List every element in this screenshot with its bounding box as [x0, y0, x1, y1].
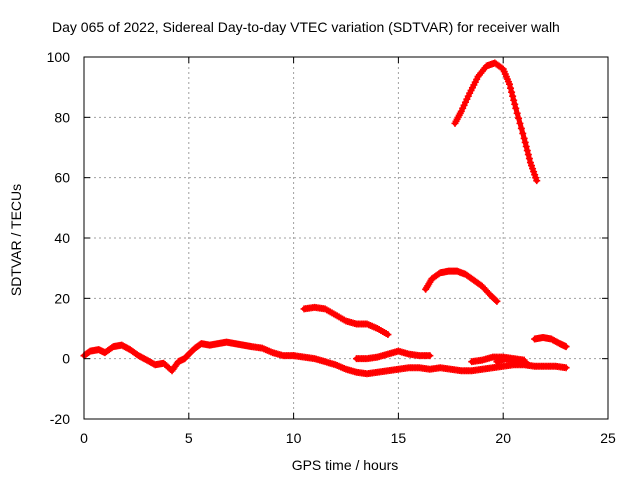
data-point [384, 331, 392, 339]
tick-labels: 0 5 10 15 20 25 -20 0 20 40 60 80 100 [47, 49, 616, 446]
data-point [426, 352, 434, 360]
data-point [519, 129, 527, 137]
data-point [492, 296, 500, 304]
y-tick-label: 80 [54, 109, 70, 125]
y-tick-label: 60 [54, 170, 70, 186]
x-tick-label: 10 [286, 430, 302, 446]
data-point [516, 119, 524, 127]
plot-frame [83, 56, 609, 420]
y-tick-label: -20 [50, 411, 70, 427]
data-point [515, 114, 523, 122]
data-point [533, 177, 541, 185]
series-line [452, 60, 540, 184]
y-tick-label: 0 [62, 351, 70, 367]
data-point [520, 134, 528, 142]
data-point [525, 155, 533, 163]
series-track-6 [422, 267, 501, 305]
data-point [524, 151, 532, 159]
x-tick-label: 25 [600, 430, 616, 446]
data-point [562, 343, 570, 351]
axes [83, 56, 609, 420]
x-tick-label: 15 [391, 430, 407, 446]
y-tick-label: 20 [54, 290, 70, 306]
data-point [498, 64, 506, 72]
y-tick-label: 40 [54, 230, 70, 246]
series-track-5 [300, 303, 392, 339]
data-point [511, 100, 519, 108]
data-point [521, 138, 529, 146]
data-point [512, 104, 520, 112]
data-point [493, 297, 501, 305]
x-tick-label: 5 [185, 430, 193, 446]
data-point [510, 96, 518, 104]
series-track-3 [352, 347, 434, 363]
y-axis-label: SDTVAR / TECUs [8, 183, 24, 297]
data-marks [80, 59, 570, 378]
x-tick-label: 20 [495, 430, 511, 446]
y-tick-label: 100 [47, 49, 71, 65]
data-point [509, 92, 517, 100]
data-point [517, 124, 525, 132]
data-point [505, 80, 513, 88]
series-track-8 [531, 334, 570, 351]
data-point [562, 364, 570, 372]
series-track-9 [493, 355, 532, 369]
x-tick-label: 0 [80, 430, 88, 446]
chart-title: Day 065 of 2022, Sidereal Day-to-day VTE… [52, 19, 560, 35]
data-point [523, 147, 531, 155]
series-track-7 [451, 59, 541, 185]
data-point [508, 88, 516, 96]
series-track-2 [290, 352, 570, 378]
data-point [513, 109, 521, 117]
data-point [522, 142, 530, 150]
x-axis-label: GPS time / hours [291, 457, 399, 473]
data-point [507, 84, 515, 92]
data-point [524, 361, 532, 369]
